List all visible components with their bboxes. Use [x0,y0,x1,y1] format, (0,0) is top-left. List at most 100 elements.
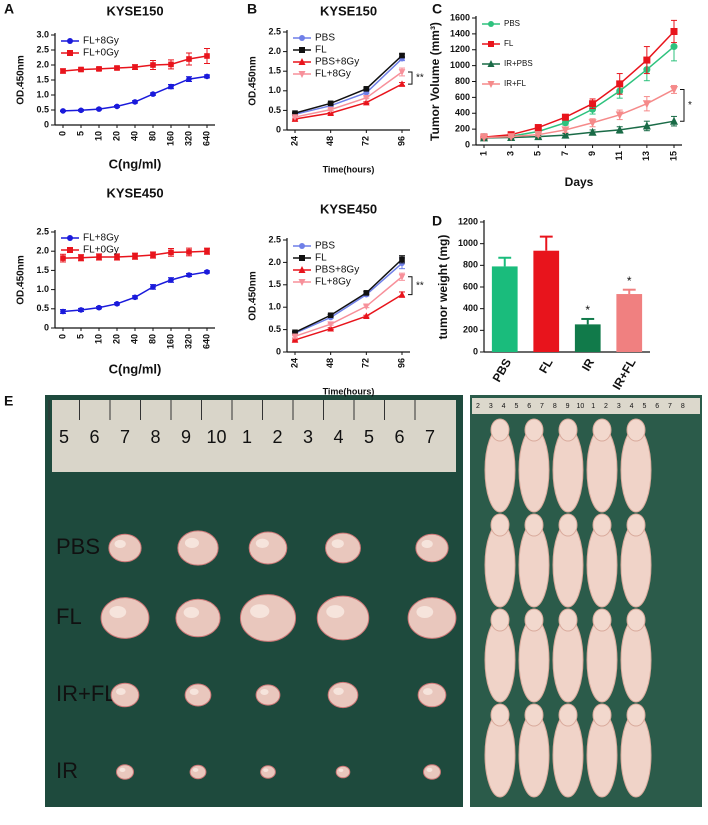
y-tick-label: 0 [44,119,49,129]
y-axis-label: OD.450nm [248,271,259,321]
panel-label: B [247,1,257,17]
row-label: IR+FL [56,681,117,706]
series-line [294,294,403,341]
marker [534,131,543,140]
marker [327,100,334,107]
x-tick-label: 48 [325,358,335,368]
bar [574,324,601,352]
marker [186,76,192,82]
x-tick-label: 24 [289,358,299,368]
x-tick-label: 24 [289,136,299,146]
marker [299,47,305,53]
y-tick-label: 1.5 [36,265,49,275]
x-tick-label: 13 [641,151,651,161]
marker [114,65,120,71]
y-tick-label: 2.5 [36,44,49,54]
significance-mark: * [688,100,692,111]
tumor [260,765,276,779]
tumor-highlight [115,688,126,695]
y-tick-label: 0.5 [36,104,49,114]
marker [398,80,406,87]
y-tick-label: 1.0 [268,85,281,95]
y-axis-label: Tumor Volume (mm³) [428,22,442,141]
mouse-head [592,513,612,537]
y-tick-label: 1000 [450,60,470,70]
mouse-head [626,418,646,442]
tumor [248,531,288,565]
y-tick-label: 200 [463,325,478,335]
ruler [472,398,700,414]
marker [589,105,597,113]
marker [534,124,542,132]
y-tick-label: 200 [455,124,470,134]
marker [292,110,298,116]
ruler-number: 5 [364,427,374,447]
tumor [175,598,221,638]
marker [67,50,73,56]
marker [399,256,405,263]
x-tick-label: 72 [361,136,371,146]
marker [398,69,406,76]
x-tick-label: 20 [111,131,121,141]
x-tick-label: 10 [93,334,103,344]
mouse-head [626,608,646,632]
x-tick-label: 5 [75,334,85,339]
marker [298,71,306,78]
series-line [62,271,208,313]
marker [327,106,334,114]
marker [299,243,305,249]
marker [67,247,73,253]
y-tick-label: 400 [455,108,470,118]
y-tick-label: 1600 [450,12,470,22]
x-tick-label: 1 [478,151,488,156]
tumor-highlight [421,539,433,549]
ruler-number: 4 [333,427,343,447]
marker [363,303,370,311]
ruler-number: 6 [655,403,659,410]
y-tick-label: 800 [455,76,470,86]
marker [186,272,192,278]
ruler-number: 8 [681,403,685,410]
bar [616,294,643,352]
marker [60,255,66,261]
marker [488,21,494,27]
marker [398,290,406,298]
tumor [325,532,361,564]
legend-label: FL+0Gy [83,48,119,59]
marker [561,126,570,135]
y-tick-label: 600 [463,281,478,291]
marker [204,53,210,59]
legend-label: FL+8Gy [315,277,351,288]
y-tick-label: 0 [276,124,281,134]
marker [298,58,306,65]
legend-label: PBS+8Gy [315,57,359,68]
bar [533,250,560,352]
tumor-highlight [119,767,126,772]
x-tick-label: 320 [183,334,193,349]
y-axis-label: tumor weight (mg) [436,235,450,340]
marker [150,91,156,97]
tumor [327,681,359,709]
tumor-highlight [338,768,344,772]
x-axis-label: Time(hours) [323,386,375,396]
legend-label: FL+8Gy [83,36,119,47]
y-tick-label: 1400 [450,28,470,38]
x-axis-label: C(ng/ml) [109,156,162,171]
series-line [294,262,403,334]
tumor-highlight [184,537,200,549]
tumor [184,683,212,707]
significance-mark: ** [416,73,424,84]
series-line [294,83,403,120]
mouse-head [592,418,612,442]
tumor-highlight [333,687,344,695]
x-tick-label: 48 [325,136,335,146]
tumor-highlight [263,768,269,772]
marker [96,106,102,112]
mouse-head [592,703,612,727]
panel-label: A [4,1,14,17]
y-tick-label: 2.5 [268,26,281,36]
significance-bracket [408,71,413,85]
series-line [294,58,403,116]
marker [588,119,597,128]
